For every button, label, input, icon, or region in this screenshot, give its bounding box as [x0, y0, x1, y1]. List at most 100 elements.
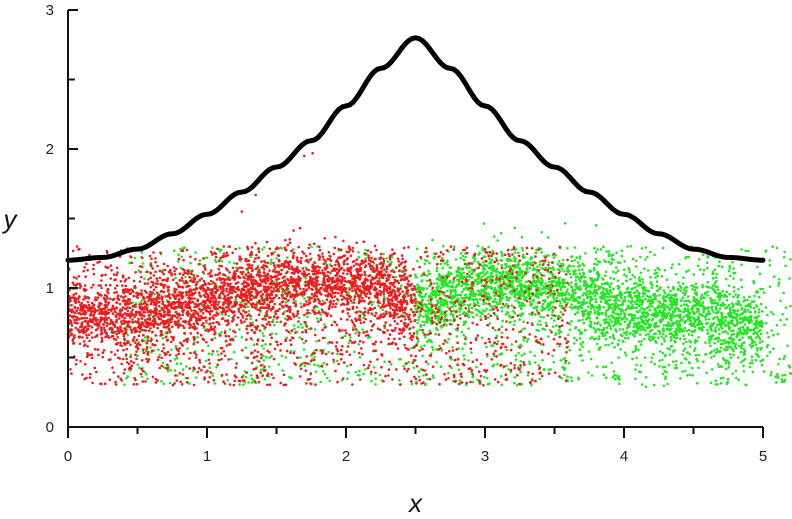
green-point: [729, 274, 732, 278]
green-point: [644, 315, 647, 319]
red-point: [74, 292, 78, 295]
green-point: [566, 247, 569, 250]
green-point: [739, 330, 743, 334]
green-point: [614, 271, 618, 275]
green-point: [716, 362, 720, 366]
green-point: [523, 298, 526, 302]
green-point: [470, 276, 474, 279]
green-point: [227, 314, 230, 318]
red-point: [363, 252, 366, 255]
green-point: [665, 278, 669, 282]
green-point: [667, 296, 671, 300]
green-point: [710, 298, 714, 302]
green-point: [522, 338, 526, 342]
red-point: [382, 299, 386, 303]
green-point: [707, 286, 711, 289]
green-point: [275, 320, 279, 324]
green-point: [682, 349, 685, 353]
red-point: [407, 279, 410, 283]
red-point: [96, 327, 99, 330]
green-point: [443, 313, 447, 316]
green-point: [188, 382, 191, 385]
green-point: [540, 231, 543, 234]
green-point: [784, 306, 788, 310]
green-point: [705, 371, 708, 375]
green-point: [689, 345, 692, 348]
green-point: [274, 332, 278, 336]
green-point: [594, 330, 597, 334]
green-point: [604, 343, 607, 347]
green-point: [439, 324, 443, 328]
red-point: [209, 313, 212, 316]
green-point: [548, 294, 552, 297]
red-point: [255, 253, 258, 257]
green-point: [640, 247, 644, 250]
green-point: [449, 266, 453, 269]
green-point: [574, 276, 578, 279]
green-point: [780, 380, 784, 384]
green-point: [662, 327, 665, 330]
green-point: [454, 304, 457, 308]
green-point: [499, 374, 503, 378]
green-point: [504, 302, 508, 306]
red-point: [116, 271, 119, 274]
green-point: [755, 348, 759, 352]
green-point: [179, 266, 183, 270]
green-point: [694, 347, 697, 350]
green-point: [700, 326, 704, 330]
green-point: [623, 331, 627, 335]
green-point: [478, 290, 482, 294]
green-point: [486, 382, 490, 386]
green-point: [588, 324, 591, 327]
green-point: [706, 290, 709, 294]
green-point: [423, 344, 426, 347]
red-point: [314, 333, 317, 337]
green-point: [698, 268, 702, 271]
red-point: [144, 318, 147, 322]
green-point: [518, 282, 522, 286]
green-point: [712, 310, 715, 314]
green-point: [361, 328, 364, 331]
red-point: [220, 352, 223, 355]
green-point: [733, 324, 736, 328]
red-point: [117, 294, 120, 297]
green-point: [642, 286, 645, 289]
green-point: [601, 334, 605, 338]
green-point: [347, 341, 351, 345]
green-point: [513, 381, 516, 385]
green-point: [479, 271, 482, 275]
green-point: [581, 359, 584, 362]
green-point: [691, 288, 694, 291]
green-point: [198, 259, 202, 262]
green-point: [437, 305, 440, 309]
green-point: [739, 321, 742, 325]
green-point: [578, 348, 582, 351]
green-point: [746, 326, 749, 329]
green-point: [510, 304, 514, 308]
green-point: [759, 360, 762, 363]
green-point: [599, 248, 603, 251]
green-point: [682, 303, 686, 306]
green-point: [482, 301, 486, 304]
red-point: [292, 301, 295, 304]
green-point: [220, 260, 224, 263]
red-point: [224, 334, 228, 338]
green-point: [572, 305, 576, 309]
green-point: [173, 358, 177, 361]
green-point: [741, 311, 745, 315]
green-point: [650, 286, 654, 290]
green-point: [619, 312, 623, 316]
green-point: [776, 332, 780, 336]
green-point: [760, 363, 764, 367]
green-point: [737, 378, 740, 382]
green-point: [145, 373, 148, 376]
green-point: [518, 273, 522, 277]
green-point: [431, 291, 435, 294]
green-point: [669, 336, 673, 339]
green-point: [721, 342, 725, 346]
red-point: [182, 273, 185, 277]
green-point: [476, 301, 480, 305]
green-point: [442, 245, 445, 248]
green-point: [476, 309, 480, 312]
red-point: [161, 279, 164, 282]
